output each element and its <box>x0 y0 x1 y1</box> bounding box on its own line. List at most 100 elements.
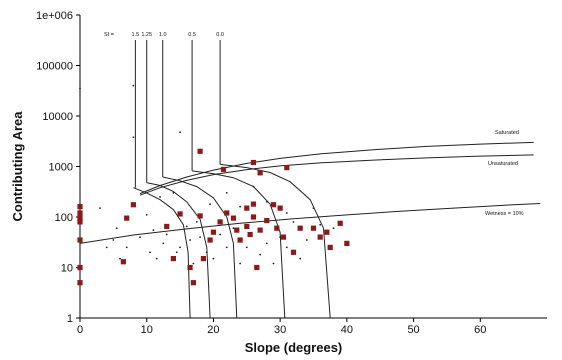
square-marker <box>337 220 343 226</box>
square-marker <box>264 217 270 224</box>
dot-marker <box>299 257 302 260</box>
dot-marker <box>285 212 288 214</box>
si-value-label: 1.5 <box>132 32 140 38</box>
dot-marker <box>265 200 268 203</box>
square-marker <box>327 244 333 251</box>
dot-marker <box>252 185 255 188</box>
square-marker <box>280 234 287 240</box>
dot-marker <box>192 262 195 265</box>
dot-marker <box>165 233 168 236</box>
dot-marker <box>132 84 135 87</box>
square-marker <box>237 237 243 243</box>
dot-marker <box>292 220 295 223</box>
square-marker <box>187 264 193 271</box>
x-axis-label: Slope (degrees) <box>245 340 343 355</box>
square-marker <box>257 170 263 176</box>
dot-marker <box>232 227 235 230</box>
dot-marker <box>179 131 181 133</box>
square-marker <box>77 215 83 221</box>
dot-marker <box>219 233 222 236</box>
square-marker <box>224 210 230 216</box>
square-marker <box>247 231 253 238</box>
dot-marker <box>145 214 148 216</box>
dot-marker <box>162 242 165 245</box>
x-tick-label: 0 <box>77 324 83 336</box>
square-marker <box>77 204 83 210</box>
square-marker <box>77 219 83 225</box>
si-label: SI = <box>104 32 114 38</box>
dot-marker <box>205 251 208 254</box>
dot-marker <box>189 239 191 241</box>
data-points <box>77 84 350 286</box>
dot-marker <box>175 251 178 254</box>
unsaturated-label: Unsaturated <box>488 161 518 167</box>
dot-marker <box>119 257 121 260</box>
square-marker <box>124 215 130 221</box>
x-tick-label: 40 <box>341 324 353 336</box>
unsaturated-curve <box>139 154 534 196</box>
dot-marker <box>279 236 282 238</box>
square-marker <box>244 223 250 230</box>
dot-marker <box>225 246 228 249</box>
wetness-label: Wetness = 10% <box>485 211 524 217</box>
square-marker <box>164 223 170 230</box>
y-axis-label: Contributing Area <box>10 111 25 222</box>
y-tick-label: 100 <box>55 212 73 224</box>
dot-marker <box>179 246 181 249</box>
square-marker <box>234 227 240 233</box>
dot-marker <box>125 246 128 249</box>
si-value-label: 0.0 <box>216 32 224 38</box>
x-tick-label: 50 <box>407 324 419 336</box>
si-value-label: 1.0 <box>159 32 167 38</box>
dot-marker <box>152 229 155 232</box>
dot-marker <box>185 225 188 228</box>
square-marker <box>284 165 290 171</box>
x-tick-label: 30 <box>274 324 286 336</box>
dot-marker <box>149 251 151 254</box>
square-marker <box>344 240 350 247</box>
square-marker <box>190 280 197 286</box>
dot-marker <box>312 207 315 210</box>
square-marker <box>197 213 203 219</box>
dot-marker <box>155 257 158 260</box>
dot-marker <box>115 227 118 230</box>
dot-marker <box>172 192 175 194</box>
x-tick-label: 20 <box>207 324 219 336</box>
dot-marker <box>112 239 115 241</box>
square-marker <box>220 166 227 173</box>
square-marker <box>120 259 126 265</box>
square-marker <box>217 219 223 225</box>
square-marker <box>257 227 263 233</box>
dot-marker <box>305 239 308 241</box>
dot-marker <box>265 242 268 245</box>
dot-marker <box>272 262 275 265</box>
square-marker <box>200 256 207 262</box>
dot-marker <box>239 205 242 208</box>
square-marker <box>244 205 250 211</box>
square-marker <box>250 159 257 166</box>
square-marker <box>250 201 257 207</box>
si-value-label: 1.25 <box>141 32 152 38</box>
si-curve <box>133 187 191 319</box>
square-marker <box>197 148 203 154</box>
dot-marker <box>259 253 262 256</box>
si-curve <box>146 182 211 319</box>
square-marker <box>77 237 83 243</box>
dot-marker <box>225 192 228 194</box>
dot-marker <box>209 203 211 206</box>
dot-marker <box>245 246 248 249</box>
dot-marker <box>239 262 242 265</box>
square-marker <box>170 256 176 262</box>
wetness-curve <box>79 203 541 244</box>
square-marker <box>310 225 317 231</box>
square-marker <box>210 229 217 235</box>
square-marker <box>317 234 323 240</box>
dot-marker <box>132 136 135 139</box>
si-curve <box>162 176 238 319</box>
square-marker <box>177 211 183 217</box>
dot-marker <box>199 236 201 238</box>
model-curves <box>79 40 541 319</box>
dot-marker <box>159 196 161 198</box>
dot-marker <box>105 246 108 249</box>
dot-marker <box>99 207 101 210</box>
